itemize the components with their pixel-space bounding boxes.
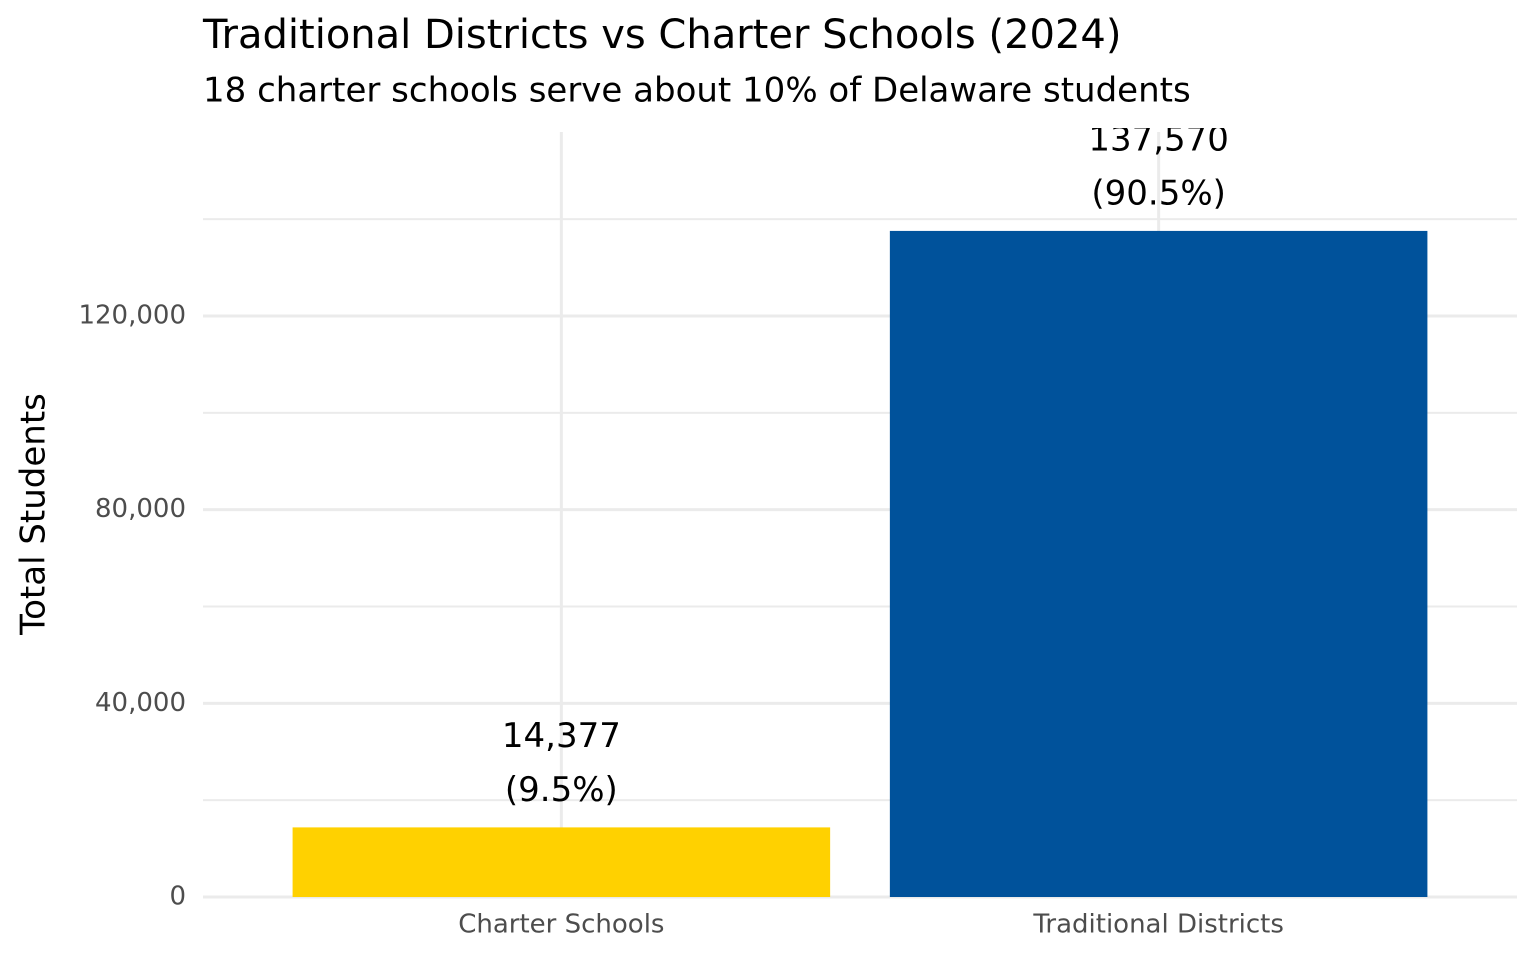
chart-title: Traditional Districts vs Charter Schools… [202, 12, 1121, 58]
value-label: 137,570 [1088, 119, 1229, 159]
y-tick-label: 120,000 [78, 300, 186, 330]
y-tick-label: 0 [169, 882, 186, 912]
share-label: (9.5%) [505, 770, 618, 810]
value-label: 14,377 [502, 716, 621, 756]
y-tick-label: 40,000 [95, 688, 186, 718]
bar [889, 230, 1428, 897]
x-tick-label: Traditional Districts [1032, 910, 1284, 940]
bar [292, 827, 831, 897]
x-tick-label: Charter Schools [458, 910, 664, 940]
chart-subtitle: 18 charter schools serve about 10% of De… [203, 71, 1191, 111]
share-label: (90.5%) [1091, 173, 1226, 213]
y-axis-title: Total Students [14, 393, 54, 636]
y-tick-label: 80,000 [95, 494, 186, 524]
